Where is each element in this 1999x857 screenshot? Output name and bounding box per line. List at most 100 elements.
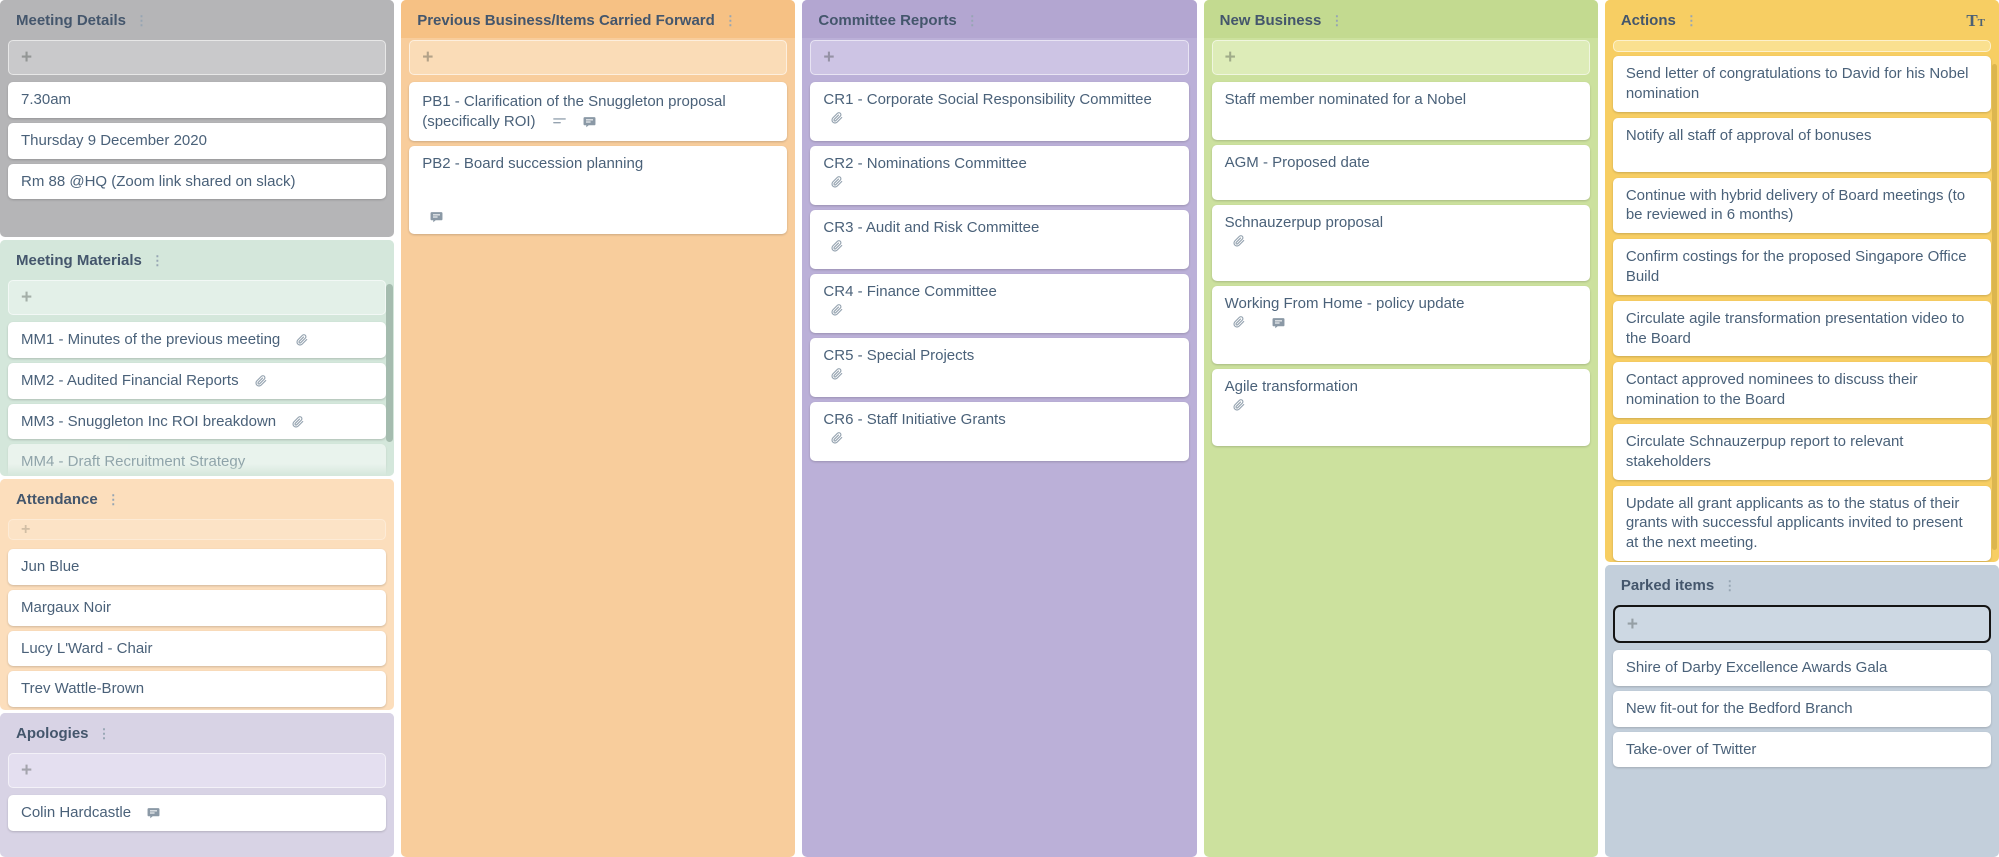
add-card-button[interactable]: + <box>1612 40 1992 52</box>
comment-icon[interactable] <box>430 210 443 223</box>
paperclip-icon[interactable] <box>1233 398 1245 411</box>
card[interactable]: New fit-out for the Bedford Branch <box>1612 690 1992 727</box>
card[interactable]: MM1 - Minutes of the previous meeting <box>8 322 387 358</box>
comment-icon[interactable] <box>147 806 160 819</box>
card-icon-row <box>823 430 1175 447</box>
card-icon-row <box>1225 314 1577 332</box>
card[interactable]: Margaux Noir <box>8 589 387 626</box>
section-title: Attendance <box>16 491 98 508</box>
card[interactable]: Shire of Darby Excellence Awards Gala <box>1612 650 1992 686</box>
card[interactable]: MM3 - Snuggleton Inc ROI breakdown <box>8 403 387 440</box>
kebab-menu-icon[interactable]: ⋮ <box>1723 578 1737 593</box>
section-header: Attendance ⋮ <box>0 479 395 517</box>
paperclip-icon[interactable] <box>831 111 843 124</box>
card-text: MM1 - Minutes of the previous meeting <box>21 330 373 350</box>
text-size-large-glyph: T <box>1966 11 1978 30</box>
card[interactable]: CR5 - Special Projects <box>810 338 1189 397</box>
paperclip-icon[interactable] <box>831 175 843 188</box>
add-card-button[interactable]: + <box>8 519 387 540</box>
kebab-menu-icon[interactable]: ⋮ <box>723 13 737 28</box>
plus-icon: + <box>21 520 31 538</box>
add-card-button[interactable]: + <box>8 753 387 788</box>
card[interactable]: MM4 - Draft Recruitment Strategy <box>8 444 387 476</box>
card[interactable]: Send letter of congratulations to David … <box>1612 56 1992 112</box>
card[interactable]: Thursday 9 December 2020 <box>8 122 387 159</box>
card[interactable]: Schnauzerpup proposal <box>1211 205 1590 281</box>
card-text: Schnauzerpup proposal <box>1224 214 1384 231</box>
comment-icon[interactable] <box>1272 316 1285 329</box>
card[interactable]: Circulate agile transformation presentat… <box>1612 300 1992 357</box>
card-text: Thursday 9 December 2020 <box>21 131 207 149</box>
kebab-menu-icon[interactable]: ⋮ <box>97 726 111 741</box>
kebab-menu-icon[interactable]: ⋮ <box>1684 13 1698 28</box>
comment-icon[interactable] <box>583 115 596 128</box>
paperclip-icon[interactable] <box>255 374 267 387</box>
card[interactable]: 7.30am <box>8 82 387 118</box>
card[interactable]: CR3 - Audit and Risk Committee <box>810 210 1189 269</box>
section-title: Meeting Details <box>16 12 127 29</box>
card-text: CR5 - Special Projects <box>823 347 975 364</box>
paperclip-icon[interactable] <box>292 415 304 428</box>
section-title: Committee Reports <box>818 12 957 29</box>
card[interactable]: AGM - Proposed date <box>1211 145 1590 200</box>
card[interactable]: Rm 88 @HQ (Zoom link shared on slack) <box>8 163 387 200</box>
kebab-menu-icon[interactable]: ⋮ <box>965 13 979 28</box>
add-card-button[interactable]: + <box>8 40 387 75</box>
card[interactable]: CR4 - Finance Committee <box>810 274 1189 333</box>
scrollbar-thumb[interactable] <box>1992 64 1998 550</box>
card[interactable]: Colin Hardcastle <box>8 795 387 831</box>
card[interactable]: Staff member nominated for a Nobel <box>1211 82 1590 140</box>
paperclip-icon[interactable] <box>296 334 308 346</box>
card[interactable]: PB2 - Board succession planning <box>409 146 788 234</box>
add-card-button-focused[interactable]: + <box>1612 605 1992 643</box>
add-card-button[interactable]: + <box>8 280 387 315</box>
card[interactable]: Jun Blue <box>8 549 387 585</box>
card[interactable]: Confirm costings for the proposed Singap… <box>1612 239 1992 295</box>
kebab-menu-icon[interactable]: ⋮ <box>150 253 164 268</box>
card[interactable]: MM2 - Audited Financial Reports <box>8 362 387 399</box>
add-card-button[interactable]: + <box>1211 40 1590 75</box>
card[interactable]: CR6 - Staff Initiative Grants <box>810 402 1189 461</box>
card[interactable]: Circulate Schnauzerpup report to relevan… <box>1612 423 1992 480</box>
paperclip-icon[interactable] <box>831 239 843 252</box>
kebab-menu-icon[interactable]: ⋮ <box>106 492 120 507</box>
card[interactable]: Contact approved nominees to discuss the… <box>1612 362 1992 418</box>
text-size-small-glyph: T <box>1977 17 1986 29</box>
column-new-business: New Business ⋮ + Staff member nominated … <box>1203 0 1598 857</box>
card[interactable]: Working From Home - policy update <box>1211 286 1590 364</box>
card-text: CR6 - Staff Initiative Grants <box>823 411 1006 428</box>
card[interactable]: Agile transformation <box>1211 369 1590 446</box>
plus-icon: + <box>21 760 33 781</box>
card[interactable]: CR1 - Corporate Social Responsibility Co… <box>810 82 1189 141</box>
paperclip-icon[interactable] <box>1233 315 1245 329</box>
card[interactable]: CR2 - Nominations Committee <box>810 146 1189 205</box>
card[interactable]: Trev Wattle-Brown <box>8 671 387 708</box>
card-icon-row <box>823 174 1175 191</box>
section-parked-items: Parked items ⋮ + Shire of Darby Excellen… <box>1604 565 1999 857</box>
section-meeting-details: Meeting Details ⋮ + 7.30am Thursday 9 Dec… <box>0 0 395 237</box>
paperclip-icon[interactable] <box>1233 234 1245 247</box>
paperclip-icon[interactable] <box>831 367 843 380</box>
card-text: Circulate agile transformation presentat… <box>1625 309 1965 347</box>
scrollbar-thumb[interactable] <box>386 284 394 442</box>
card[interactable]: PB1 - Clarification of the Snuggleton pr… <box>409 82 788 141</box>
card-text: MM3 - Snuggleton Inc ROI breakdown <box>21 412 373 432</box>
card-text: Staff member nominated for a Nobel <box>1224 91 1467 108</box>
kebab-menu-icon[interactable]: ⋮ <box>135 13 149 28</box>
card-text: Notify all staff of approval of bonuses <box>1625 126 1872 144</box>
card[interactable]: Update all grant applicants as to the st… <box>1612 485 1992 561</box>
card[interactable]: Notify all staff of approval of bonuses <box>1612 117 1992 172</box>
card[interactable]: Lucy L'Ward - Chair <box>8 630 387 667</box>
card-text: CR4 - Finance Committee <box>823 283 997 300</box>
add-card-button[interactable]: + <box>409 40 788 75</box>
paperclip-icon[interactable] <box>831 303 843 316</box>
card[interactable]: Take-over of Twitter <box>1612 731 1992 768</box>
card-text: Contact approved nominees to discuss the… <box>1625 371 1918 409</box>
kebab-menu-icon[interactable]: ⋮ <box>1330 13 1344 28</box>
add-card-button[interactable]: + <box>810 40 1189 75</box>
card[interactable]: Continue with hybrid delivery of Board m… <box>1612 177 1992 234</box>
paperclip-icon[interactable] <box>831 431 843 444</box>
description-icon[interactable] <box>552 113 567 128</box>
